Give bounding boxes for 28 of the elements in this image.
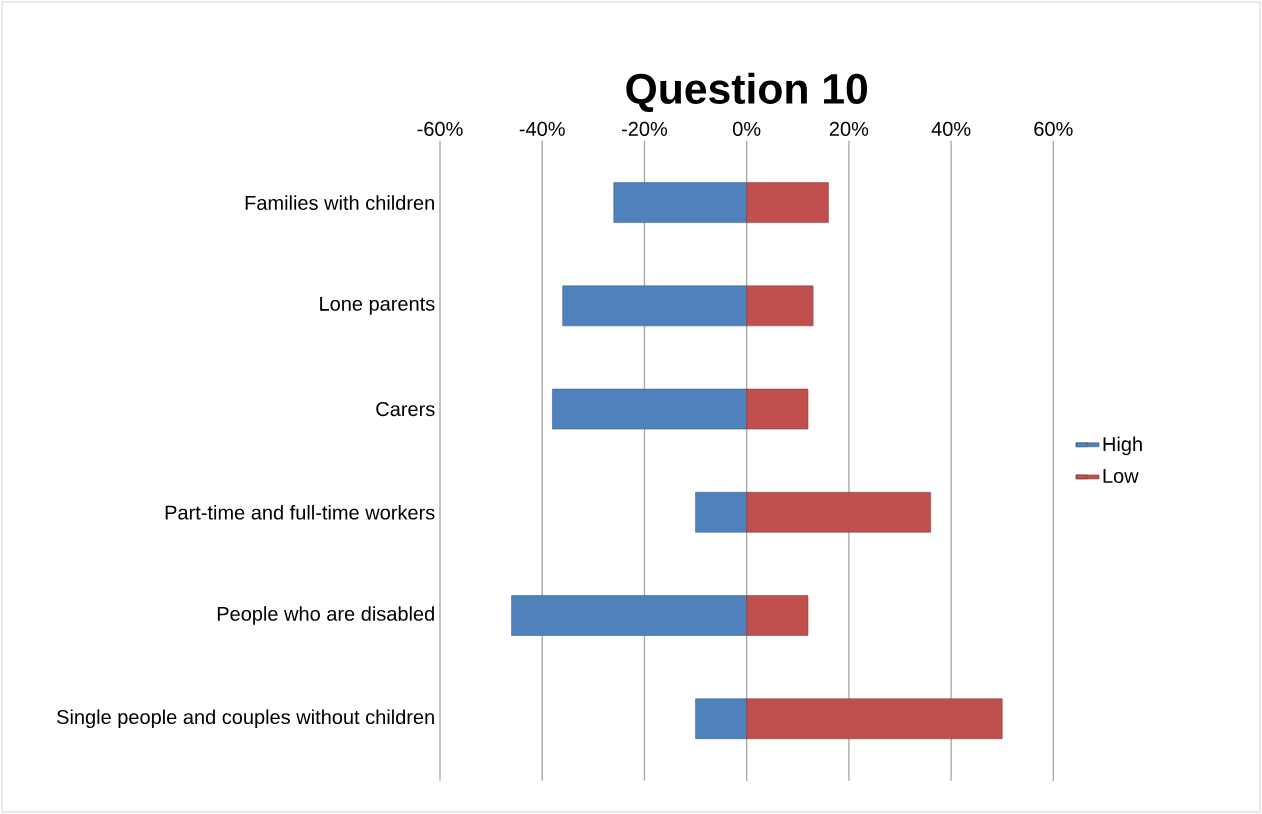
bar xyxy=(746,698,1003,740)
x-tick-label: 0% xyxy=(732,121,761,136)
y-tick-label: People who are disabled xyxy=(217,606,434,625)
bar xyxy=(552,388,747,430)
bar xyxy=(746,285,814,327)
chart-title: Question 10 xyxy=(626,72,867,112)
bar xyxy=(746,595,809,636)
x-tick-label: -60% xyxy=(417,121,463,136)
x-tick-label: -20% xyxy=(621,121,668,136)
y-tick-label: Single people and couples without children xyxy=(57,709,434,729)
bar xyxy=(613,182,747,223)
bar xyxy=(695,698,747,740)
bar xyxy=(746,182,829,223)
x-tick-label: 20% xyxy=(829,121,869,136)
x-tick-label: 60% xyxy=(1034,121,1073,136)
bar xyxy=(562,285,747,327)
y-tick-label: Carers xyxy=(376,401,435,417)
y-tick-label: Families with children xyxy=(245,195,434,210)
legend-label: High xyxy=(1103,436,1142,456)
bar xyxy=(746,492,931,533)
y-tick-label: Part-time and full-time workers xyxy=(165,504,435,520)
bar xyxy=(511,595,747,636)
bar xyxy=(746,388,809,430)
bar xyxy=(695,492,747,533)
y-tick-label: Lone parents xyxy=(320,296,435,315)
legend-label: Low xyxy=(1103,469,1139,483)
x-tick-label: 40% xyxy=(931,121,971,136)
x-tick-label: -40% xyxy=(519,121,565,136)
